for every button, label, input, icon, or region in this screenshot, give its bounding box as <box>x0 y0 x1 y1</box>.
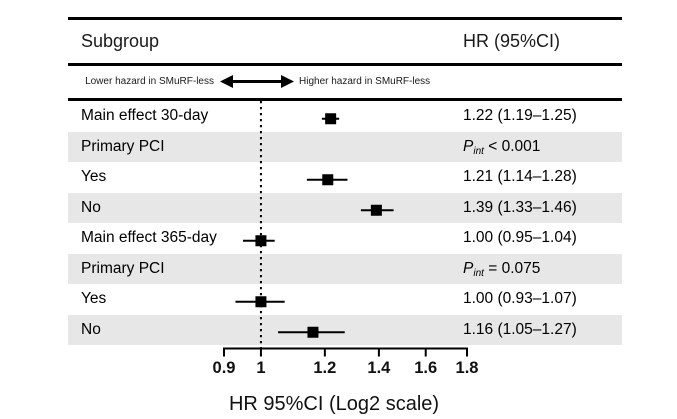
column-header-subgroup: Subgroup <box>81 31 160 51</box>
hr-value: 1.22 (1.19–1.25) <box>463 107 577 125</box>
p-interaction-value: Pint = 0.075 <box>463 259 541 279</box>
subgroup-label: Main effect 30-day <box>81 107 209 125</box>
rule-header-bottom <box>68 63 622 66</box>
table-row: Primary PCI Pint < 0.001 <box>68 131 622 162</box>
x-axis-tick-label: 1.8 <box>456 359 479 377</box>
table-row: Main effect 30-day 1.22 (1.19–1.25) <box>68 101 622 132</box>
subgroup-table: Main effect 30-day 1.22 (1.19–1.25) Prim… <box>68 101 622 345</box>
subgroup-label: Primary PCI <box>81 259 165 277</box>
hr-value: 1.00 (0.93–1.07) <box>463 290 577 308</box>
column-header-hr: HR (95%CI) <box>463 31 561 51</box>
subgroup-label: Primary PCI <box>81 137 165 155</box>
table-row: Main effect 365-day 1.00 (0.95–1.04) <box>68 223 622 254</box>
x-axis-tick-label: 1 <box>256 359 265 377</box>
rule-top <box>68 17 622 20</box>
table-row: Yes 1.21 (1.14–1.28) <box>68 162 622 193</box>
subgroup-label: Yes <box>81 290 107 308</box>
hr-value: 1.21 (1.14–1.28) <box>463 168 577 186</box>
x-axis-tick-label: 1.6 <box>414 359 437 377</box>
table-row: Yes 1.00 (0.93–1.07) <box>68 284 622 315</box>
lower-hazard-label: Lower hazard in SMuRF-less <box>85 76 214 87</box>
subgroup-label: No <box>81 320 101 338</box>
higher-hazard-label: Higher hazard in SMuRF-less <box>299 76 431 87</box>
subgroup-label: Main effect 365-day <box>81 229 217 247</box>
table-row: No 1.39 (1.33–1.46) <box>68 192 622 223</box>
x-axis-title: HR 95%CI (Log2 scale) <box>229 393 439 415</box>
rule-legend-bottom <box>68 98 622 101</box>
p-interaction-value: Pint < 0.001 <box>463 137 541 157</box>
subgroup-label: No <box>81 198 101 216</box>
subgroup-label: Yes <box>81 168 107 186</box>
hr-value: 1.39 (1.33–1.46) <box>463 198 577 216</box>
x-axis-tick-label: 1.4 <box>367 359 391 377</box>
table-row: Primary PCI Pint = 0.075 <box>68 253 622 284</box>
table-row: No 1.16 (1.05–1.27) <box>68 314 622 345</box>
x-axis-tick-label: 0.9 <box>213 359 236 377</box>
hr-value: 1.00 (0.95–1.04) <box>463 229 577 247</box>
x-axis-tick-label: 1.2 <box>313 359 336 377</box>
hr-value: 1.16 (1.05–1.27) <box>463 320 577 338</box>
